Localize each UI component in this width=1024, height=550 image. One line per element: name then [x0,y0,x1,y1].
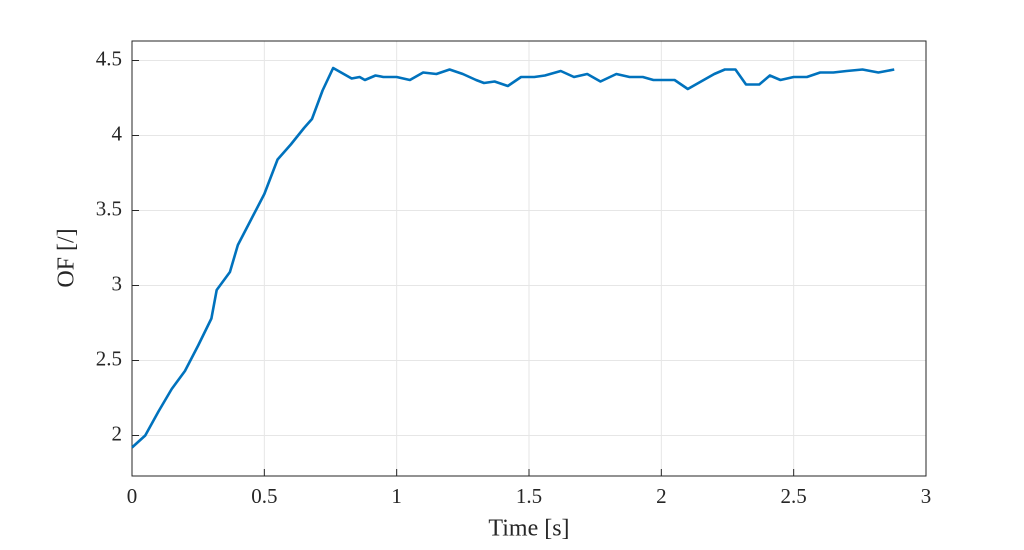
x-tick-label: 0.5 [251,484,277,508]
x-tick-label: 1.5 [516,484,542,508]
x-tick-label: 1 [391,484,402,508]
y-tick-label: 4.5 [96,46,122,70]
y-tick-label: 3 [112,271,123,295]
y-tick-label: 2 [112,421,123,445]
y-tick-label: 4 [112,121,123,145]
x-tick-label: 2 [656,484,667,508]
data-line [131,66,895,449]
x-tick-label: 2.5 [781,484,807,508]
x-tick-label: 3 [921,484,932,508]
y-tick-label: 2.5 [96,346,122,370]
x-tick-label: 0 [127,484,138,508]
y-tick-label: 3.5 [96,196,122,220]
plot-frame [131,40,927,477]
x-axis-label: Time [s] [488,516,569,542]
y-axis-label: OF [/] [54,228,80,287]
